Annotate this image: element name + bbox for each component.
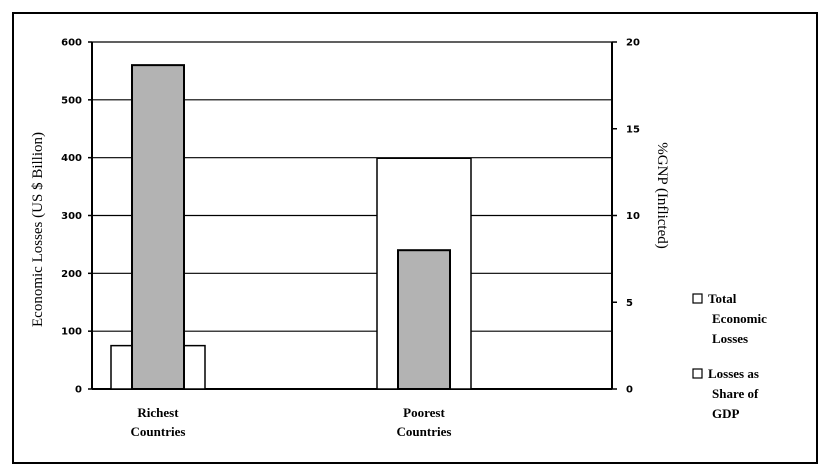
y-right-tick-label: 15 [626, 124, 640, 135]
y-left-tick-label: 300 [61, 211, 82, 222]
y-axis-left-title: Economic Losses (US $ Billion) [30, 132, 46, 327]
total-bars [131, 64, 451, 390]
legend-swatch [692, 368, 703, 379]
category-labels: Richest Countries Poorest Countries [131, 405, 452, 439]
y-axis-right-title: %GNP (Inflicted) [654, 142, 670, 249]
y-right-tick-label: 5 [626, 298, 633, 309]
bar-total-losses [397, 249, 451, 390]
bar-total-losses [131, 64, 185, 390]
y-right-tick-label: 0 [626, 385, 633, 396]
category-label: Richest Countries [131, 405, 186, 439]
tick-labels: 0 100 200 300 400 500 600 0 5 10 15 20 [61, 38, 640, 396]
legend-swatch [692, 293, 703, 304]
axes [88, 41, 617, 390]
y-right-tick-label: 20 [626, 38, 640, 49]
y-left-tick-label: 100 [61, 327, 82, 338]
y-left-tick-label: 600 [61, 38, 82, 49]
category-label: Poorest Countries [397, 405, 452, 439]
y-left-tick-label: 0 [75, 385, 82, 396]
legend: Total Economic Losses Losses as Share of GDP [692, 291, 767, 421]
legend-label: Total Economic Losses [708, 291, 767, 346]
y-right-tick-label: 10 [626, 211, 640, 222]
y-left-tick-label: 400 [61, 153, 82, 164]
y-left-tick-label: 500 [61, 95, 82, 106]
legend-label: Losses as Share of GDP [708, 366, 759, 421]
y-left-tick-label: 200 [61, 269, 82, 280]
